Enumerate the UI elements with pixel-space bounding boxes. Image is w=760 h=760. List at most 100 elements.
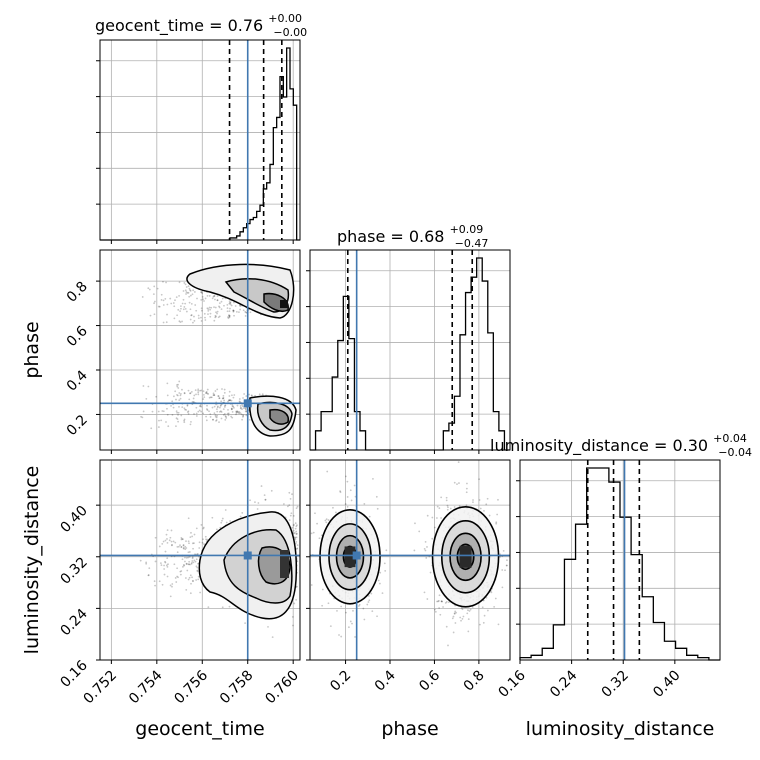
scatter-point — [456, 483, 458, 486]
scatter-point — [193, 394, 196, 397]
scatter-point — [182, 544, 185, 547]
scatter-point — [199, 591, 202, 594]
scatter-point — [185, 409, 188, 411]
hist-geocent-time-panel — [96, 39, 301, 244]
scatter-point — [192, 580, 194, 583]
scatter-point — [458, 482, 460, 484]
scatter-point — [160, 419, 163, 422]
scatter-point — [215, 311, 217, 314]
scatter-point — [163, 573, 166, 576]
scatter-point — [340, 605, 343, 608]
scatter-point — [206, 307, 209, 310]
scatter-point — [166, 529, 169, 531]
scatter-point — [218, 397, 221, 400]
scatter-point — [209, 315, 212, 318]
scatter-point — [235, 310, 238, 313]
scatter-point — [249, 311, 252, 314]
scatter-point — [501, 569, 504, 571]
scatter-point — [441, 600, 443, 603]
scatter-point — [383, 562, 386, 565]
scatter-point — [461, 617, 464, 620]
scatter-point — [413, 549, 416, 552]
scatter-point — [178, 380, 181, 383]
scatter-point — [197, 389, 200, 392]
scatter-point — [221, 388, 223, 390]
scatter-point — [217, 395, 220, 398]
scatter-point — [221, 606, 224, 609]
scatter-point — [165, 321, 168, 324]
scatter-point — [171, 585, 173, 588]
scatter-point — [176, 314, 179, 317]
scatter-point — [329, 625, 332, 628]
scatter-point — [466, 482, 468, 485]
scatter-point — [296, 524, 298, 527]
scatter-point — [468, 610, 471, 612]
scatter-point — [438, 594, 441, 597]
scatter-point — [195, 412, 198, 415]
scatter-point — [183, 392, 186, 395]
scatter-point — [213, 319, 216, 322]
scatter-point — [228, 314, 231, 317]
scatter-point — [220, 400, 223, 403]
scatter-point — [346, 480, 349, 483]
truth-marker — [243, 399, 252, 408]
scatter-point — [295, 548, 298, 550]
scatter-point — [164, 539, 167, 542]
scatter-point — [165, 564, 168, 567]
scatter-point — [376, 615, 378, 618]
scatter-point — [239, 405, 242, 407]
scatter-point — [318, 537, 321, 540]
scatter-point — [165, 533, 168, 536]
scatter-point — [221, 519, 223, 522]
scatter-point — [238, 304, 241, 307]
scatter-point — [230, 304, 233, 307]
scatter-point — [197, 393, 200, 396]
scatter-point — [230, 407, 233, 410]
scatter-point — [490, 591, 493, 594]
scatter-point — [220, 521, 223, 524]
scatter-point — [195, 579, 198, 581]
scatter-point — [151, 410, 154, 413]
scatter-point — [187, 540, 190, 543]
scatter-point — [218, 410, 221, 413]
scatter-point — [157, 426, 160, 428]
scatter-point — [336, 609, 338, 612]
scatter-point — [235, 411, 238, 413]
scatter-point — [435, 517, 438, 519]
scatter-point — [440, 600, 443, 603]
scatter-point — [196, 570, 199, 573]
scatter-point — [225, 521, 228, 524]
scatter-point — [223, 413, 226, 415]
scatter-point — [191, 560, 194, 562]
scatter-point — [239, 407, 242, 410]
scatter-point — [166, 407, 168, 410]
scatter-point — [167, 563, 169, 566]
scatter-point — [166, 565, 169, 568]
scatter-point — [445, 625, 448, 628]
scatter-point — [188, 542, 190, 545]
scatter-point — [241, 512, 244, 514]
scatter-point — [150, 427, 153, 430]
scatter-point — [195, 415, 198, 417]
scatter-point — [346, 505, 349, 508]
scatter-point — [222, 397, 225, 399]
scatter-point — [184, 560, 186, 563]
scatter-point — [220, 308, 223, 311]
scatter-point — [182, 565, 184, 568]
scatter-point — [467, 618, 470, 621]
scatter-point — [202, 527, 205, 530]
scatter-point — [296, 505, 299, 508]
scatter-point — [344, 475, 347, 478]
scatter-point — [228, 310, 231, 313]
scatter-point — [177, 411, 180, 414]
x-tick-label: 0.758 — [217, 668, 257, 708]
scatter-point — [183, 282, 186, 284]
scatter-point — [367, 595, 370, 597]
scatter-point — [197, 562, 199, 565]
scatter-point — [175, 425, 177, 428]
hist-luminosity-distance-panel — [516, 459, 721, 664]
scatter-point — [229, 307, 231, 310]
scatter-point — [294, 536, 297, 539]
scatter-point — [189, 392, 191, 395]
scatter-point — [228, 399, 230, 402]
